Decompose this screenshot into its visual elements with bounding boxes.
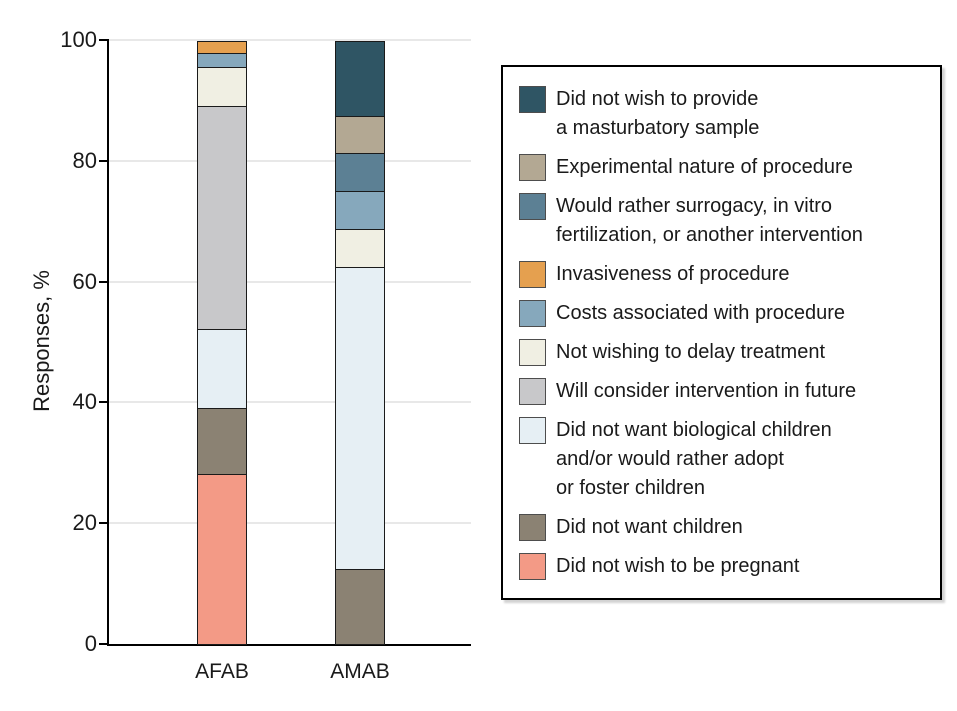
legend-label-1: Experimental nature of procedure [556,156,853,178]
legend-item-7: Did not want biological children and/or … [519,416,928,503]
legend-swatch-4 [519,300,546,327]
legend-swatch-7 [519,417,546,444]
bar-segment-afab [197,41,247,55]
gridline-60 [109,280,471,283]
bar-segment-afab [197,330,247,409]
legend-label-5: Not wishing to delay treatment [556,341,826,363]
y-tick-40 [99,401,107,404]
legend-label-9: Did not wish to be pregnant [556,555,800,577]
y-tick-label-20: 20 [72,510,97,536]
y-tick-label-0: 0 [84,631,97,656]
legend-item-5: Not wishing to delay treatment [519,338,928,367]
legend-swatch-3 [519,261,546,288]
bar-segment-afab [197,408,247,475]
legend-swatch-5 [519,339,546,366]
category-label-amab: AMAB [330,660,390,683]
legend-label-4: Costs associated with procedure [556,302,846,324]
legend-item-9: Did not wish to be pregnant [519,552,928,581]
legend-item-2: Would rather surrogacy, in vitro fertili… [519,192,928,250]
bar-segment-afab [197,54,247,68]
bar-segment-amab [335,229,385,268]
y-tick-label-80: 80 [72,147,97,173]
legend-swatch-9 [519,553,546,580]
bar-segment-amab [335,569,385,645]
y-tick-label-40: 40 [72,389,97,415]
bar-segment-amab [335,154,385,192]
bar-segment-amab [335,116,385,155]
bar-segment-afab [197,474,247,645]
y-tick-60 [99,280,107,283]
legend-item-1: Experimental nature of procedure [519,153,928,182]
legend-swatch-2 [519,193,546,220]
legend-swatch-8 [519,514,546,541]
gridline-20 [109,522,471,525]
legend-item-0: Did not wish to provide a masturbatory s… [519,85,928,143]
legend-label-6: Will consider intervention in future [556,380,857,402]
legend-swatch-0 [519,86,546,113]
bar-segment-amab [335,192,385,230]
gridline-40 [109,401,471,404]
bar-amab [335,41,385,645]
y-tick-0 [99,643,107,645]
legend-label-3: Invasiveness of procedure [556,263,790,285]
y-tick-label-60: 60 [72,268,97,294]
legend-label-8: Did not want children [556,516,743,538]
bar-segment-amab [335,267,385,570]
legend-item-8: Did not want children [519,513,928,542]
legend-swatch-6 [519,378,546,405]
x-axis-line [107,644,471,646]
legend-label-7: Did not want biological children and/or … [556,419,832,499]
bar-segment-afab [197,107,247,331]
y-axis-line [107,39,109,646]
legend-item-4: Costs associated with procedure [519,299,928,328]
legend-item-6: Will consider intervention in future [519,377,928,406]
legend-label-2: Would rather surrogacy, in vitro fertili… [556,195,863,246]
y-tick-label-100: 100 [60,27,97,52]
gridline-100 [109,39,471,41]
y-tick-80 [99,159,107,162]
bar-segment-afab [197,67,247,108]
category-label-afab: AFAB [195,660,249,683]
bar-segment-amab [335,41,385,117]
y-tick-100 [99,39,107,41]
gridline-80 [109,159,471,162]
chart-legend: Did not wish to provide a masturbatory s… [501,65,942,600]
legend-swatch-1 [519,154,546,181]
legend-label-0: Did not wish to provide a masturbatory s… [556,88,760,139]
legend-item-3: Invasiveness of procedure [519,260,928,289]
bar-afab [197,41,247,645]
plot-area: 0 20 40 60 80 100 AFAB AMAB [60,27,471,683]
y-tick-20 [99,522,107,525]
